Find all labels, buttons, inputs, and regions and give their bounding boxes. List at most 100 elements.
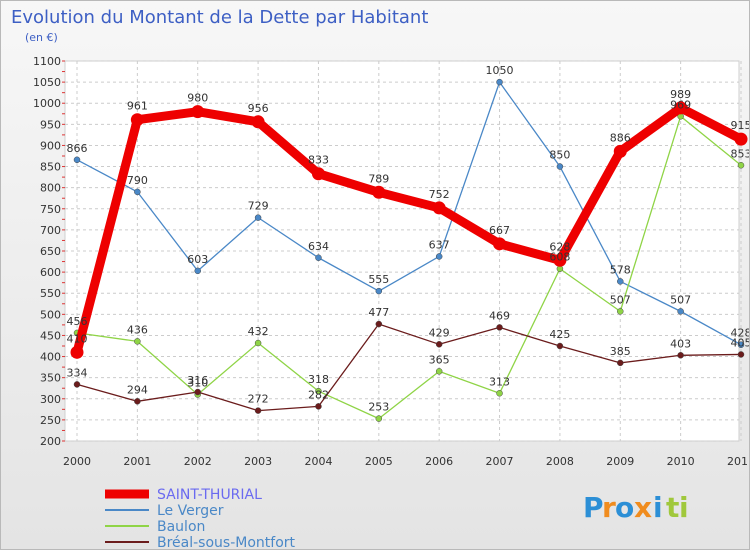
y-tick-label: 350 (40, 372, 61, 385)
point-br-al-sous-montfort (134, 398, 141, 405)
data-label-baulon: 507 (610, 293, 631, 306)
x-tick-label: 2004 (304, 455, 332, 468)
data-label-le-verger: 603 (187, 253, 208, 266)
logo-letter: r (602, 491, 616, 524)
data-label-br-al-sous-montfort: 469 (489, 309, 510, 322)
data-label-br-al-sous-montfort: 316 (187, 374, 208, 387)
point-br-al-sous-montfort (315, 403, 322, 410)
x-tick-label: 2002 (184, 455, 212, 468)
data-label-saint-thurial: 752 (429, 188, 450, 201)
logo-letter: P (583, 491, 604, 524)
data-label-le-verger: 428 (731, 327, 750, 340)
point-baulon (435, 368, 443, 375)
y-tick-label: 750 (40, 203, 61, 216)
data-label-br-al-sous-montfort: 294 (127, 383, 148, 396)
data-label-le-verger: 850 (549, 149, 570, 162)
point-le-verger (496, 78, 503, 86)
data-label-saint-thurial: 789 (368, 172, 389, 185)
point-br-al-sous-montfort (375, 320, 383, 328)
axis-layer: 200 250 300 350 400 450 500 550 600 650 700 750 800 8… (33, 55, 749, 468)
data-label-baulon: 456 (67, 315, 88, 328)
x-tick-label: 2003 (244, 455, 272, 468)
logo-letter: t (666, 491, 679, 524)
x-tick-label: 2011 (727, 455, 749, 468)
data-label-le-verger: 1050 (486, 64, 514, 77)
y-tick-label: 650 (40, 245, 61, 258)
y-tick-label: 550 (40, 287, 61, 300)
point-saint-thurial (191, 105, 205, 119)
point-le-verger (194, 267, 201, 275)
x-tick-label: 2008 (546, 455, 574, 468)
data-label-baulon: 853 (731, 147, 750, 160)
logo-letter: o (615, 491, 634, 524)
data-label-le-verger: 555 (368, 273, 389, 286)
data-label-br-al-sous-montfort: 272 (248, 393, 269, 406)
data-label-le-verger: 634 (308, 240, 329, 253)
y-tick-label: 250 (40, 414, 61, 427)
point-baulon (496, 390, 503, 397)
point-le-verger (556, 163, 564, 170)
data-label-baulon: 253 (368, 401, 389, 414)
point-le-verger (134, 188, 141, 196)
point-saint-thurial (251, 115, 265, 129)
data-label-baulon: 432 (248, 325, 269, 338)
point-br-al-sous-montfort (556, 342, 564, 350)
point-saint-thurial (70, 345, 84, 359)
series-line-br-al-sous-montfort (76, 323, 742, 412)
y-tick-label: 1000 (33, 97, 61, 110)
data-label-le-verger: 507 (670, 293, 691, 306)
data-label-br-al-sous-montfort: 282 (308, 388, 329, 401)
point-le-verger (677, 308, 684, 315)
y-tick-label: 1050 (33, 76, 61, 89)
data-label-br-al-sous-montfort: 405 (731, 336, 750, 349)
data-label-br-al-sous-montfort: 429 (429, 326, 450, 339)
x-tick-label: 2007 (486, 455, 514, 468)
data-label-saint-thurial: 410 (67, 332, 88, 345)
y-tick-label: 800 (40, 182, 61, 195)
point-saint-thurial (493, 237, 507, 251)
point-le-verger (737, 341, 745, 348)
data-label-baulon: 318 (308, 373, 329, 386)
data-label-saint-thurial: 667 (489, 224, 510, 237)
point-baulon (315, 387, 322, 395)
legend-label-br-al-sous-montfort: Bréal-sous-Montfort (157, 535, 296, 549)
point-saint-thurial (130, 113, 144, 127)
unit-label: (en €) (25, 31, 58, 44)
data-label-le-verger: 637 (429, 238, 450, 251)
data-label-saint-thurial: 989 (670, 88, 691, 101)
point-br-al-sous-montfort (435, 341, 443, 348)
point-br-al-sous-montfort (73, 381, 81, 388)
point-baulon (737, 162, 745, 169)
y-tick-label: 600 (40, 266, 61, 279)
y-tick-label: 1100 (33, 55, 61, 68)
data-label-baulon: 365 (429, 353, 450, 366)
proxiti-logo: Pr o x i t i (583, 491, 689, 524)
x-tick-label: 2006 (425, 455, 453, 468)
series-layer (70, 78, 748, 422)
data-label-br-al-sous-montfort: 385 (610, 345, 631, 358)
series-line-baulon (76, 115, 742, 420)
x-tick-label: 2010 (667, 455, 695, 468)
data-label-br-al-sous-montfort: 425 (549, 328, 570, 341)
point-br-al-sous-montfort (677, 352, 684, 359)
x-tick-label: 2009 (606, 455, 634, 468)
logo-letter: i (653, 491, 663, 524)
series-line-le-verger (76, 81, 742, 346)
data-label-saint-thurial: 961 (127, 100, 148, 113)
y-tick-label: 900 (40, 139, 61, 152)
point-le-verger (435, 253, 443, 260)
data-label-saint-thurial: 980 (187, 92, 208, 105)
x-tick-label: 2005 (365, 455, 393, 468)
data-label-br-al-sous-montfort: 477 (368, 306, 389, 319)
point-br-al-sous-montfort (737, 351, 745, 358)
point-br-al-sous-montfort (496, 324, 503, 331)
point-br-al-sous-montfort (254, 407, 262, 414)
data-label-saint-thurial: 628 (549, 240, 570, 253)
data-label-br-al-sous-montfort: 403 (670, 337, 691, 350)
point-le-verger (315, 254, 322, 262)
y-tick-label: 200 (40, 435, 61, 448)
point-le-verger (375, 287, 383, 295)
data-label-br-al-sous-montfort: 334 (67, 366, 88, 379)
